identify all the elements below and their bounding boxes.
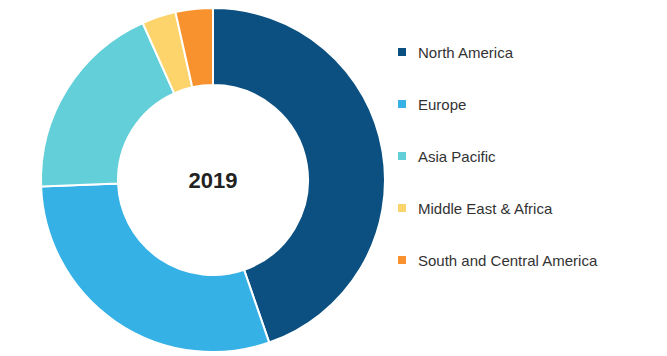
slice — [175, 8, 213, 87]
legend-swatch — [398, 256, 406, 264]
slice — [41, 184, 269, 352]
center-label: 2019 — [189, 168, 238, 193]
legend-swatch — [398, 152, 406, 160]
legend: North America Europe Asia Pacific Middle Ea… — [398, 44, 598, 269]
legend-swatch — [398, 204, 406, 212]
legend-swatch — [398, 100, 406, 108]
legend-label: Europe — [418, 96, 466, 113]
legend-label: North America — [418, 44, 514, 61]
donut — [41, 8, 385, 352]
legend-label: South and Central America — [418, 252, 598, 269]
chart: 2019 North America Europe Asia Pacific Middl… — [0, 0, 667, 356]
legend-label: Middle East & Africa — [418, 200, 553, 217]
legend-swatch — [398, 48, 406, 56]
legend-label: Asia Pacific — [418, 148, 496, 165]
